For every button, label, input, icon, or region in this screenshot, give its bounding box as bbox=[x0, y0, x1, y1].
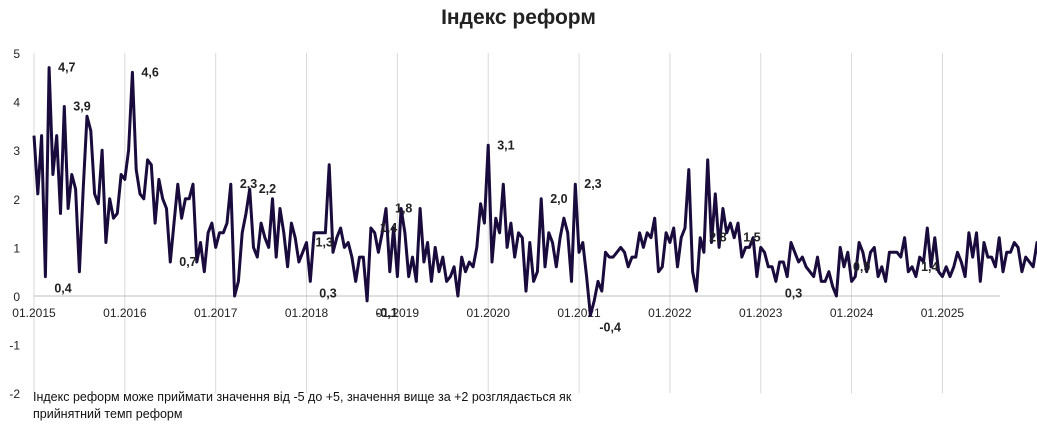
data-label: 3,1 bbox=[497, 138, 514, 152]
x-tick-label: 01.2025 bbox=[921, 306, 965, 320]
y-tick-label: 5 bbox=[13, 47, 20, 61]
data-label: 4,7 bbox=[58, 61, 75, 75]
data-label: 2,3 bbox=[240, 177, 257, 191]
series-line bbox=[32, 66, 1037, 317]
y-tick-label: 1 bbox=[13, 241, 20, 255]
data-label: 2,2 bbox=[259, 182, 276, 196]
y-tick-label: 2 bbox=[13, 193, 20, 207]
data-label: 1,5 bbox=[743, 231, 760, 245]
x-tick-label: 01.2018 bbox=[285, 306, 329, 320]
y-tick-label: 0 bbox=[13, 290, 20, 304]
y-tick-label: 4 bbox=[13, 96, 20, 110]
data-label: 0,9 bbox=[853, 260, 870, 274]
data-label: 0,7 bbox=[179, 255, 196, 269]
data-label: 2,3 bbox=[584, 177, 601, 191]
data-label: 0,3 bbox=[319, 286, 336, 300]
x-tick-label: 01.2021 bbox=[557, 306, 601, 320]
data-label: 3,9 bbox=[73, 99, 90, 113]
data-label: 1,4 bbox=[921, 260, 938, 274]
chart-note: Індекс реформ може приймати значення від… bbox=[33, 390, 572, 421]
data-label: 1,4 bbox=[380, 221, 397, 235]
data-label: -0,4 bbox=[599, 320, 621, 334]
x-tick-label: 01.2024 bbox=[830, 306, 874, 320]
x-tick-label: 01.2020 bbox=[467, 306, 511, 320]
x-tick-label: 01.2022 bbox=[648, 306, 692, 320]
x-tick-label: 01.2019 bbox=[376, 306, 420, 320]
y-tick-label: -2 bbox=[9, 387, 20, 401]
x-tick-label: 01.2023 bbox=[739, 306, 783, 320]
data-label: 1,8 bbox=[395, 202, 412, 216]
x-tick-label: 01.2016 bbox=[103, 306, 147, 320]
data-label: 1,3 bbox=[316, 236, 333, 250]
y-tick-label: 3 bbox=[13, 144, 20, 158]
data-label: 0,3 bbox=[785, 286, 802, 300]
x-tick-label: 01.2017 bbox=[194, 306, 238, 320]
chart-title: Індекс реформ bbox=[441, 6, 596, 29]
data-label: -0,1 bbox=[376, 306, 398, 320]
x-tick-label: 01.2015 bbox=[12, 306, 56, 320]
data-label: 2,8 bbox=[709, 231, 726, 245]
data-label: 0,4 bbox=[54, 282, 71, 296]
y-tick-label: -1 bbox=[9, 339, 20, 353]
data-label: 4,6 bbox=[141, 65, 158, 79]
data-label: 2,0 bbox=[550, 192, 567, 206]
